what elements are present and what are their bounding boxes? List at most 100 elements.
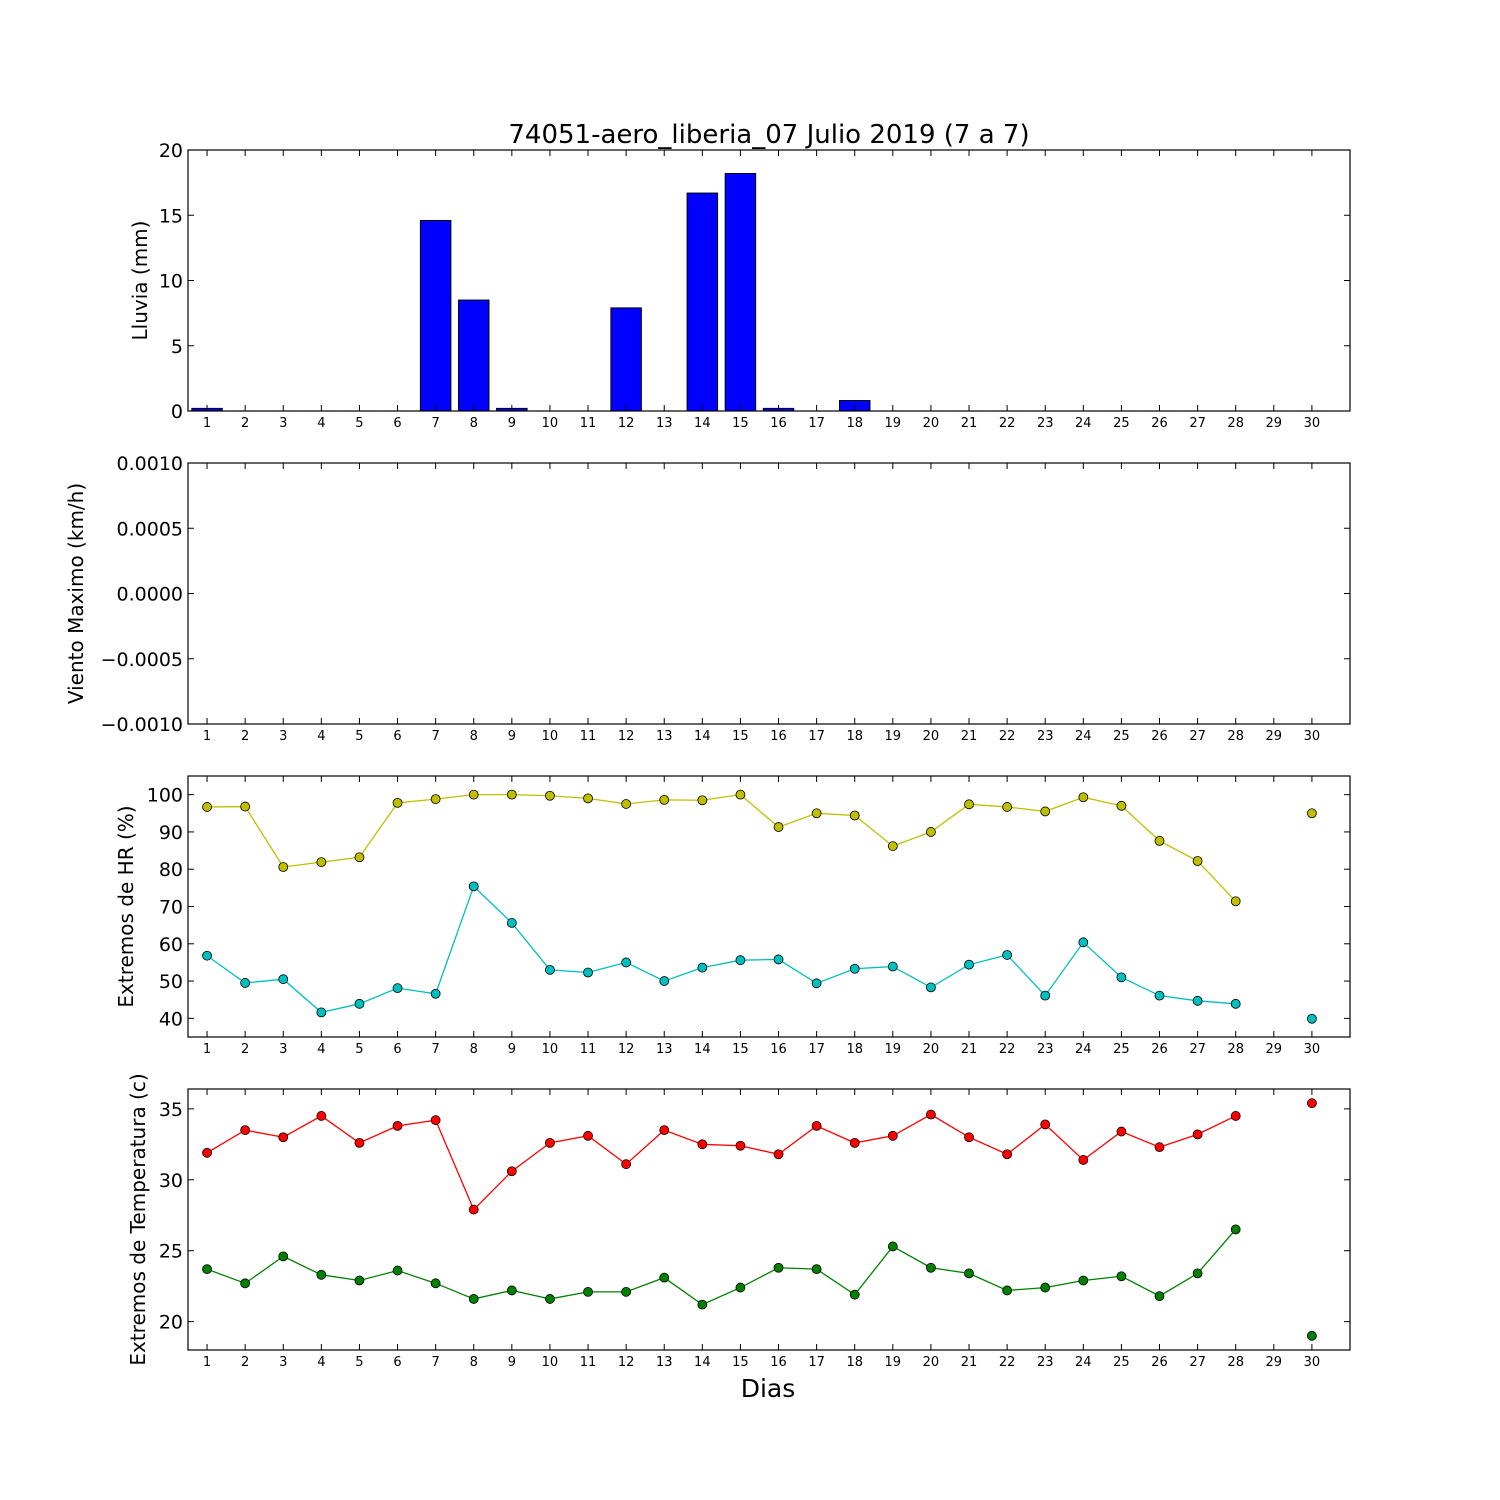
- point-day-19: [887, 1130, 898, 1141]
- x-tick-label: 5: [355, 1355, 363, 1370]
- point-day-1: [202, 1264, 212, 1275]
- x-tick-label: 10: [542, 1042, 559, 1057]
- x-tick-label: 24: [1075, 1042, 1092, 1057]
- x-tick-label: 2: [241, 729, 249, 744]
- point-day-7: [430, 794, 441, 805]
- x-tick-label: 18: [846, 416, 863, 431]
- point-day-8: [468, 789, 479, 800]
- point-day-12: [621, 799, 632, 809]
- point-day-4: [316, 1269, 327, 1280]
- point-day-24: [1078, 1275, 1089, 1286]
- axes-frame: [187, 1088, 1351, 1351]
- point-day-2: [240, 1125, 251, 1136]
- x-tick-label: 29: [1266, 729, 1283, 744]
- x-tick-label: 14: [694, 1355, 711, 1370]
- point-day-18: [849, 810, 860, 821]
- x-tick-label: 16: [770, 729, 787, 744]
- y-tick-label: −0.0005: [101, 649, 183, 671]
- x-tick-label: 4: [317, 1042, 325, 1057]
- bar-day-12: [610, 307, 642, 412]
- x-tick-label: 12: [618, 1355, 635, 1370]
- x-tick-label: 26: [1151, 1042, 1168, 1057]
- chart-title: 74051-aero_liberia_07 Julio 2019 (7 a 7): [508, 120, 1029, 150]
- point-day-3: [278, 1132, 289, 1143]
- point-day-11: [583, 967, 593, 978]
- point-day-4: [316, 857, 327, 868]
- point-day-6: [392, 797, 403, 808]
- point-day-4: [316, 1111, 327, 1121]
- point-day-28: [1230, 896, 1241, 907]
- x-tick-label: 25: [1113, 1355, 1130, 1370]
- point-day-21: [964, 959, 974, 970]
- point-day-21: [964, 1132, 974, 1143]
- x-tick-label: 25: [1113, 416, 1130, 431]
- point-day-5: [354, 852, 365, 863]
- point-day-20: [926, 1109, 936, 1120]
- y-tick-label: 0.0005: [117, 518, 183, 540]
- x-tick-label: 24: [1075, 1355, 1092, 1370]
- x-tick-label: 9: [508, 416, 516, 431]
- x-tick-label: 1: [203, 416, 211, 431]
- point-day-16: [773, 822, 784, 832]
- x-tick-label: 17: [808, 416, 825, 431]
- y-tick-label: 90: [159, 822, 183, 844]
- x-tick-label: 16: [770, 416, 787, 431]
- point-day-27: [1192, 856, 1203, 866]
- x-tick-label: 29: [1266, 1355, 1283, 1370]
- y-tick-label: 20: [159, 140, 183, 162]
- y-tick-label: 30: [159, 1170, 183, 1192]
- y-axis-label-temperatura: Extremos de Temperatura (c): [126, 1073, 150, 1365]
- x-tick-label: 15: [732, 729, 749, 744]
- x-tick-label: 1: [203, 1355, 211, 1370]
- y-axis-label-lluvia: Lluvia (mm): [128, 221, 152, 341]
- point-day-7: [430, 1278, 441, 1289]
- x-tick-label: 3: [279, 1355, 287, 1370]
- point-day-22: [1002, 950, 1013, 960]
- x-tick-label: 13: [656, 729, 673, 744]
- point-day-1: [202, 950, 212, 961]
- x-tick-label: 11: [580, 729, 597, 744]
- x-tick-label: 23: [1037, 729, 1054, 744]
- point-day-15: [735, 955, 746, 966]
- x-tick-label: 8: [470, 1042, 478, 1057]
- point-day-22: [1002, 802, 1013, 812]
- point-day-14: [697, 795, 708, 806]
- x-tick-label: 22: [999, 416, 1016, 431]
- x-tick-label: 26: [1151, 1355, 1168, 1370]
- point-day-10: [545, 790, 555, 801]
- point-day-17: [811, 978, 822, 989]
- x-tick-label: 17: [808, 1042, 825, 1057]
- point-day-25: [1116, 1271, 1127, 1282]
- x-tick-label: 17: [808, 729, 825, 744]
- y-tick-label: 50: [159, 971, 183, 993]
- point-day-7: [430, 988, 441, 999]
- x-tick-label: 1: [203, 1042, 211, 1057]
- x-tick-label: 14: [694, 416, 711, 431]
- x-tick-label: 24: [1075, 729, 1092, 744]
- x-tick-label: 20: [923, 416, 940, 431]
- x-tick-label: 27: [1189, 729, 1206, 744]
- point-day-24: [1078, 792, 1089, 803]
- x-tick-label: 29: [1266, 416, 1283, 431]
- x-tick-label: 5: [355, 1042, 363, 1057]
- x-tick-label: 15: [732, 1355, 749, 1370]
- point-day-13: [659, 794, 670, 805]
- point-day-3: [278, 974, 289, 985]
- point-day-28: [1230, 1111, 1241, 1121]
- point-day-8: [468, 1204, 479, 1215]
- point-day-18: [849, 1138, 860, 1148]
- point-day-23: [1040, 806, 1051, 817]
- x-tick-label: 19: [885, 416, 902, 431]
- x-tick-label: 23: [1037, 416, 1054, 431]
- point-day-2: [240, 978, 251, 988]
- point-day-14: [697, 1139, 708, 1150]
- x-tick-label: 28: [1227, 729, 1244, 744]
- point-day-10: [545, 1294, 555, 1304]
- point-day-1: [202, 1147, 212, 1158]
- series-2: [202, 881, 1317, 1024]
- x-tick-label: 16: [770, 1355, 787, 1370]
